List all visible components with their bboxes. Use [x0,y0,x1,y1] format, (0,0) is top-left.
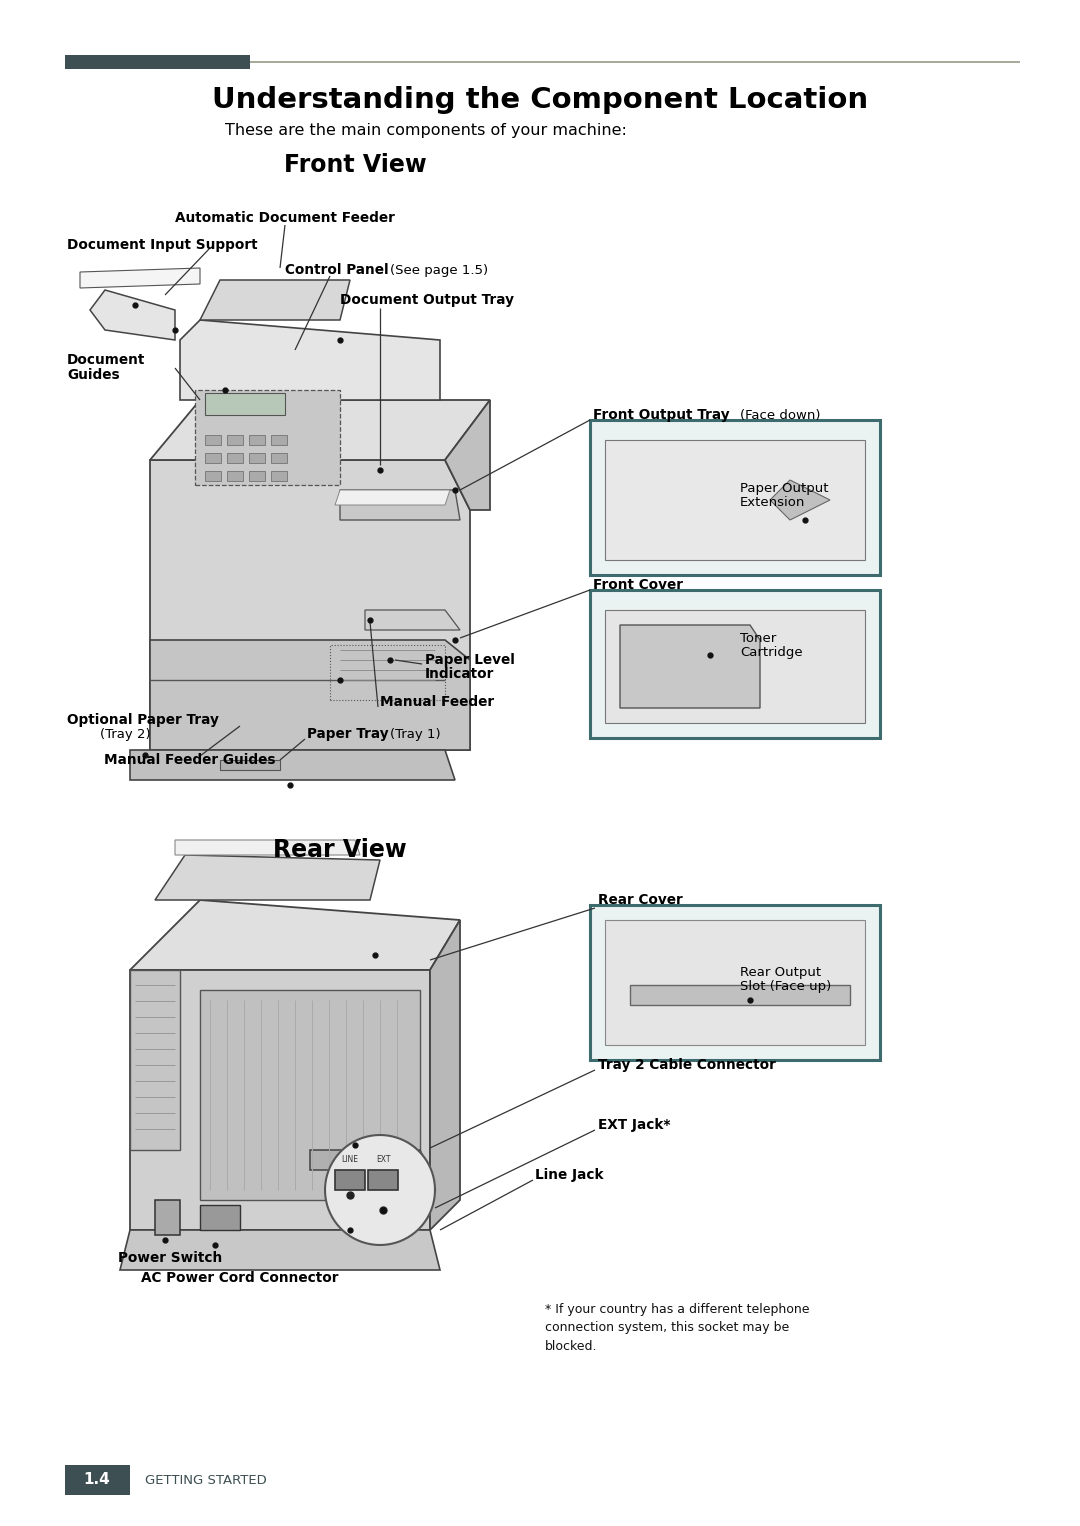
Bar [249,453,265,462]
Polygon shape [310,1151,430,1170]
Polygon shape [156,855,380,900]
Polygon shape [80,269,200,288]
Bar [368,1170,399,1190]
Polygon shape [150,459,470,749]
Bar [205,472,221,481]
Text: (Tray 2): (Tray 2) [100,728,150,740]
Bar [271,472,287,481]
Bar [590,420,880,575]
Text: Line Jack: Line Jack [535,1167,604,1183]
Text: Document Input Support: Document Input Support [67,238,258,252]
Text: Power Switch: Power Switch [118,1251,222,1265]
Text: Understanding the Component Location: Understanding the Component Location [212,85,868,114]
Text: Document: Document [67,353,146,366]
Polygon shape [180,320,440,400]
Text: Guides: Guides [67,368,120,382]
Bar [227,435,243,446]
Polygon shape [130,971,180,1151]
Text: Toner: Toner [740,632,777,644]
Bar [227,472,243,481]
Text: Manual Feeder Guides: Manual Feeder Guides [105,752,275,768]
Bar [200,1206,240,1230]
Bar [205,394,285,415]
Text: LINE: LINE [341,1155,359,1164]
Bar [271,453,287,462]
Text: Indicator: Indicator [426,667,495,681]
Polygon shape [770,481,831,520]
Text: Automatic Document Feeder: Automatic Document Feeder [175,211,395,224]
Polygon shape [620,626,760,708]
Text: Slot (Face up): Slot (Face up) [740,980,832,992]
Bar [630,984,850,1006]
Text: Document Output Tray: Document Output Tray [340,293,514,307]
Text: Optional Paper Tray: Optional Paper Tray [67,713,219,726]
Polygon shape [90,290,175,340]
Text: Rear Cover: Rear Cover [598,893,683,906]
Text: Manual Feeder: Manual Feeder [380,694,495,710]
Polygon shape [325,1135,435,1245]
Bar [227,453,243,462]
Polygon shape [200,990,420,1199]
Bar [590,591,880,739]
Text: EXT Jack*: EXT Jack* [598,1119,671,1132]
Text: EXT: EXT [376,1155,390,1164]
Text: Rear View: Rear View [273,838,407,862]
Text: Paper Output: Paper Output [740,482,828,494]
Polygon shape [605,610,865,723]
Bar [590,905,880,1061]
Polygon shape [605,439,865,560]
Polygon shape [335,490,450,505]
Polygon shape [130,749,455,780]
Text: GETTING STARTED: GETTING STARTED [145,1474,267,1486]
Text: Extension: Extension [740,496,806,508]
Text: connection system, this socket may be: connection system, this socket may be [545,1322,789,1335]
Bar [195,391,340,485]
Bar [335,1170,365,1190]
Bar [271,435,287,446]
Text: AC Power Cord Connector: AC Power Cord Connector [141,1271,339,1285]
Polygon shape [430,920,460,1230]
Bar [330,645,445,700]
Text: Rear Output: Rear Output [740,966,821,978]
Polygon shape [150,639,470,749]
Text: 1.4: 1.4 [83,1473,110,1488]
Polygon shape [365,610,460,630]
Text: (Face down): (Face down) [740,409,821,421]
Bar [156,1199,180,1235]
Text: (Tray 1): (Tray 1) [390,728,441,740]
Bar [205,453,221,462]
Text: Tray 2 Cable Connector: Tray 2 Cable Connector [598,1058,775,1071]
Text: (See page 1.5): (See page 1.5) [390,264,488,276]
Polygon shape [340,490,460,520]
Polygon shape [605,920,865,1045]
Polygon shape [120,1230,440,1270]
Polygon shape [175,839,360,855]
Text: Paper Tray: Paper Tray [307,726,389,742]
Text: Front Output Tray: Front Output Tray [593,407,730,423]
Bar [249,435,265,446]
Text: * If your country has a different telephone: * If your country has a different teleph… [545,1303,810,1317]
Bar [65,55,249,69]
Polygon shape [150,400,490,459]
Polygon shape [200,279,350,320]
Text: Cartridge: Cartridge [740,645,802,659]
Bar [65,1465,130,1495]
Bar [205,435,221,446]
Text: Front View: Front View [284,153,427,177]
Bar [249,472,265,481]
Polygon shape [130,900,460,971]
Text: blocked.: blocked. [545,1340,597,1352]
Text: Control Panel: Control Panel [285,262,389,278]
Text: Paper Level: Paper Level [426,653,515,667]
Polygon shape [445,400,490,510]
Text: Front Cover: Front Cover [593,578,683,592]
Polygon shape [130,971,430,1230]
Bar [220,760,280,771]
Text: These are the main components of your machine:: These are the main components of your ma… [225,122,626,137]
